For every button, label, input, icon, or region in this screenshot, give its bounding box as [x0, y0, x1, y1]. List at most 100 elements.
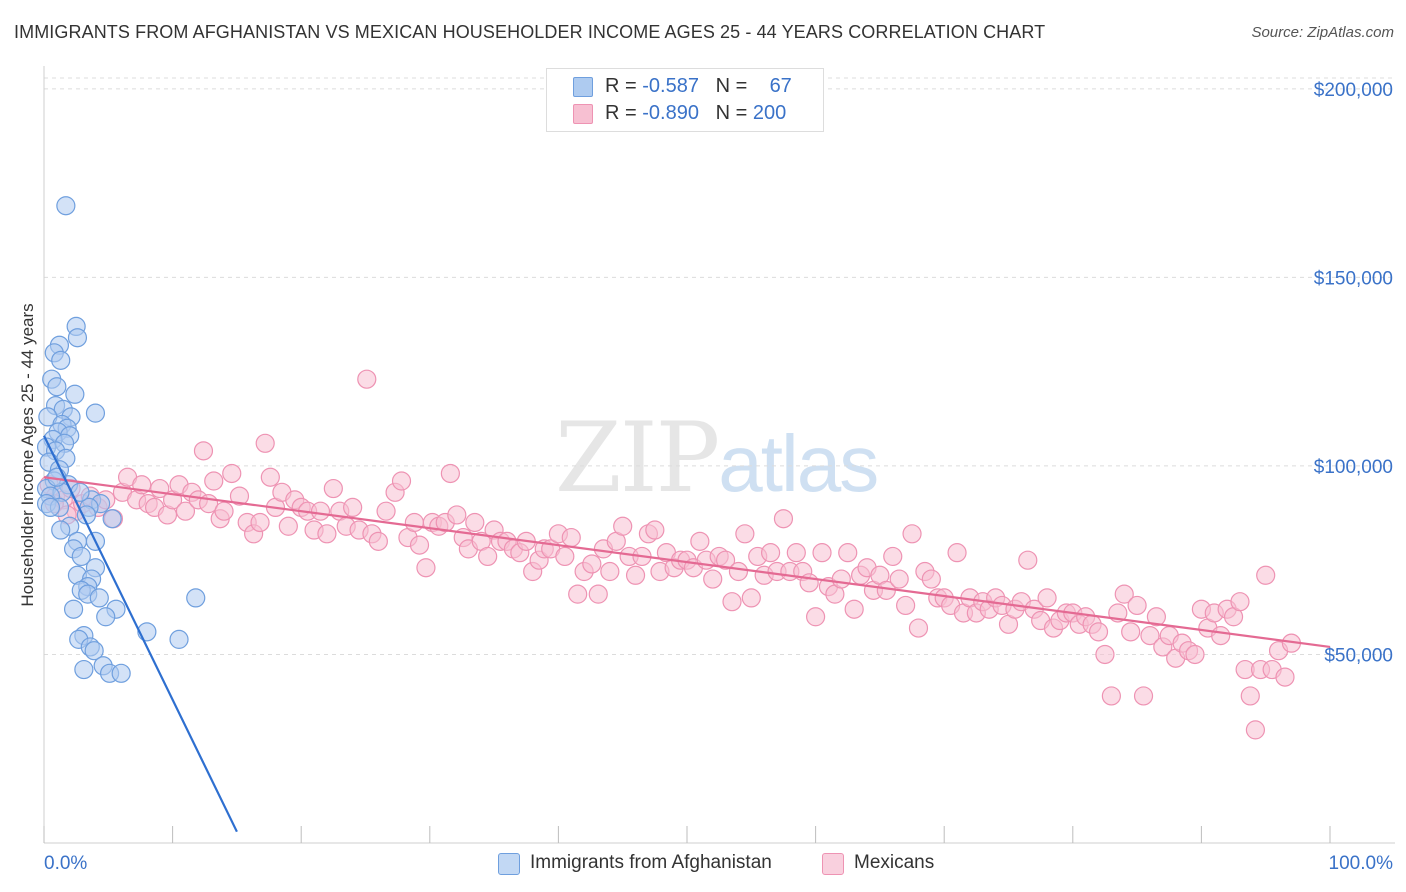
legend-swatch-afghan [573, 77, 593, 97]
point-mexican [1127, 595, 1147, 616]
point-mexican [175, 501, 196, 521]
point-mexican [838, 543, 858, 563]
source-label: Source: ZipAtlas.com [1251, 24, 1394, 41]
point-mexican [310, 501, 331, 521]
point-afghan [89, 588, 109, 608]
point-mexican [844, 599, 864, 619]
point-mexican [323, 478, 343, 499]
point-mexican [613, 516, 633, 536]
point-mexican [889, 569, 909, 589]
point-mexican [255, 433, 275, 453]
point-mexican [896, 595, 916, 616]
point-mexican [645, 520, 665, 540]
point-mexican [1240, 686, 1260, 706]
point-afghan [186, 588, 206, 608]
point-mexican [561, 527, 581, 548]
legend-r-value: -0.587 [642, 75, 699, 97]
point-afghan [56, 196, 76, 216]
chart-title: IMMIGRANTS FROM AFGHANISTAN VS MEXICAN H… [14, 22, 1046, 42]
point-mexican [582, 554, 602, 574]
point-mexican [1230, 592, 1250, 612]
point-mexican [440, 463, 460, 484]
point-mexican [947, 543, 967, 563]
point-mexican [1095, 644, 1115, 665]
point-mexican [1088, 622, 1109, 642]
point-mexican [568, 584, 588, 604]
trend-line-mexican [43, 476, 1331, 649]
point-mexican [812, 543, 832, 563]
y-tick-label: $50,000 [1324, 645, 1393, 666]
point-afghan [67, 328, 88, 348]
y-tick-label: $150,000 [1314, 268, 1393, 289]
point-afghan [47, 377, 67, 397]
watermark: ZIPatlas [555, 402, 879, 514]
point-mexican [600, 561, 620, 582]
point-mexican [229, 486, 250, 506]
legend-text-mexican: R = -0.890 N = 200 [605, 102, 786, 125]
point-afghan [85, 403, 106, 423]
point-mexican [222, 463, 242, 484]
point-mexican [831, 569, 851, 589]
legend-n-label: N = [715, 102, 753, 124]
point-afghan [40, 497, 61, 518]
point-mexican [447, 505, 467, 525]
point-mexican [1114, 584, 1134, 604]
point-mexican [690, 531, 710, 551]
point-mexican [786, 543, 806, 563]
point-mexican [214, 501, 234, 521]
point-mexican [343, 497, 363, 518]
point-afghan [84, 641, 104, 661]
point-mexican [760, 543, 781, 563]
point-mexican [883, 546, 903, 567]
point-mexican [204, 471, 224, 491]
legend-n-value: 200 [752, 102, 787, 124]
point-mexican [1121, 622, 1141, 642]
point-mexican [250, 512, 270, 533]
point-mexican [391, 471, 412, 491]
point-mexican [703, 569, 723, 589]
point-mexican [773, 509, 794, 529]
point-mexican [193, 441, 214, 461]
y-tick-label: $100,000 [1314, 457, 1393, 478]
point-mexican [1101, 686, 1121, 706]
point-mexican [404, 512, 424, 533]
legend-n-value: 67 [769, 75, 792, 97]
point-mexican [1037, 588, 1057, 608]
point-mexican [376, 501, 396, 521]
point-mexican [722, 592, 742, 612]
point-mexican [368, 531, 388, 551]
point-afghan [51, 520, 71, 540]
point-mexican [1146, 607, 1166, 627]
legend-text-afghan: R = -0.587 N = 67 [605, 75, 792, 98]
point-mexican [921, 569, 941, 589]
point-mexican [1133, 686, 1154, 706]
point-mexican [555, 546, 575, 567]
trend-line-afghan [43, 435, 238, 833]
point-mexican [465, 512, 485, 533]
point-mexican [317, 524, 337, 544]
y-axis-label: Householder Income Ages 25 - 44 years [18, 303, 37, 607]
point-afghan [102, 509, 122, 529]
x-tick-label: 100.0% [1329, 853, 1394, 874]
point-afghan [51, 350, 71, 370]
point-mexican [715, 550, 736, 570]
point-mexican [1256, 565, 1276, 585]
watermark-zip: ZIP [555, 402, 720, 514]
point-afghan [169, 629, 189, 649]
point-mexican [409, 535, 430, 555]
point-mexican [1245, 720, 1266, 740]
point-mexican [588, 584, 608, 604]
point-afghan [71, 546, 91, 567]
bottom-legend-label-afghan: Immigrants from Afghanistan [530, 852, 772, 873]
point-mexican [1018, 550, 1038, 570]
point-mexican [728, 561, 749, 582]
x-tick-label: 0.0% [44, 853, 87, 874]
legend-swatch-mexican [573, 104, 593, 124]
point-mexican [805, 607, 826, 627]
correlation-legend: R = -0.587 N = 67 R = -0.890 N = 200 [546, 68, 824, 132]
point-mexican [278, 516, 298, 536]
point-afghan [74, 659, 94, 680]
point-mexican [357, 369, 377, 389]
point-mexican [1211, 626, 1231, 646]
point-mexican [1140, 626, 1160, 646]
